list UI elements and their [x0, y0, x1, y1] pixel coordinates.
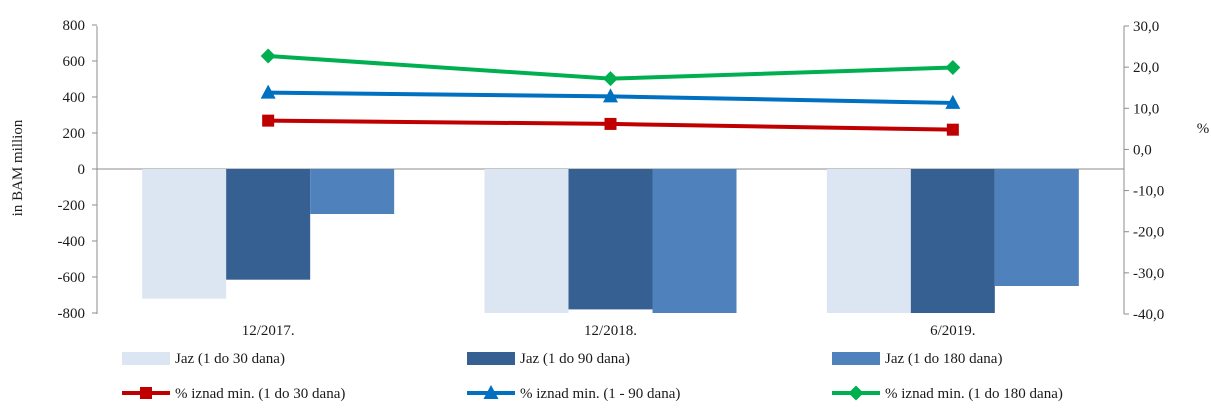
y-left-tick-label: -600 — [58, 270, 86, 286]
bar — [310, 169, 395, 214]
bar — [568, 169, 653, 310]
legend-swatch — [832, 352, 880, 365]
legend-marker — [140, 387, 152, 399]
line-point — [945, 60, 961, 76]
legend-swatch — [122, 352, 170, 365]
x-tick-label: 12/2018. — [584, 323, 637, 339]
legend-label: % iznad min. (1 do 30 dana) — [175, 386, 345, 402]
x-tick-label: 12/2017. — [242, 323, 295, 339]
legend-label: Jaz (1 do 90 dana) — [520, 351, 630, 367]
line-point — [603, 88, 618, 103]
y-right-tick-label: -10,0 — [1133, 184, 1164, 200]
y-right-tick-label: -20,0 — [1133, 225, 1164, 241]
bar — [994, 169, 1079, 286]
line-point — [260, 84, 276, 99]
legend-marker — [483, 385, 499, 399]
legend-swatch — [467, 352, 515, 365]
y-left-tick-label: 400 — [63, 90, 86, 106]
legend-label: % iznad min. (1 - 90 dana) — [520, 386, 680, 402]
y-left-tick-label: 600 — [63, 54, 86, 70]
line-point — [603, 71, 618, 87]
y-left-tick-label: 800 — [63, 18, 86, 34]
y-left-tick-label: -400 — [58, 234, 86, 250]
legend-label: % iznad min. (1 do 180 dana) — [885, 386, 1063, 402]
bar — [142, 169, 227, 299]
x-tick-label: 6/2019. — [930, 323, 975, 339]
bar — [910, 169, 995, 313]
y-right-tick-label: 20,0 — [1133, 60, 1159, 76]
y-left-tick-label: -800 — [58, 306, 86, 322]
line-point — [260, 48, 276, 64]
line-point — [604, 117, 617, 130]
line-point — [945, 94, 961, 109]
y-right-tick-label: 30,0 — [1133, 19, 1159, 35]
y-right-tick-label: 0,0 — [1133, 142, 1152, 158]
y-left-tick-label: 0 — [78, 162, 86, 178]
y-right-tick-label: -30,0 — [1133, 266, 1164, 282]
legend-marker — [848, 385, 864, 401]
y-right-tick-label: -40,0 — [1133, 307, 1164, 323]
line-point — [946, 123, 959, 136]
y-right-axis-label: % — [1197, 121, 1210, 137]
line-point — [262, 114, 275, 127]
y-right-tick-label: 10,0 — [1133, 101, 1159, 117]
legend-label: Jaz (1 do 30 dana) — [175, 351, 285, 367]
bar — [484, 169, 569, 313]
bar — [826, 169, 911, 313]
legend-label: Jaz (1 do 180 dana) — [885, 351, 1002, 367]
y-left-tick-label: 200 — [63, 126, 86, 142]
y-left-axis-label: in BAM million — [10, 119, 26, 216]
bar — [226, 169, 311, 280]
bar — [652, 169, 737, 313]
y-left-tick-label: -200 — [58, 198, 86, 214]
